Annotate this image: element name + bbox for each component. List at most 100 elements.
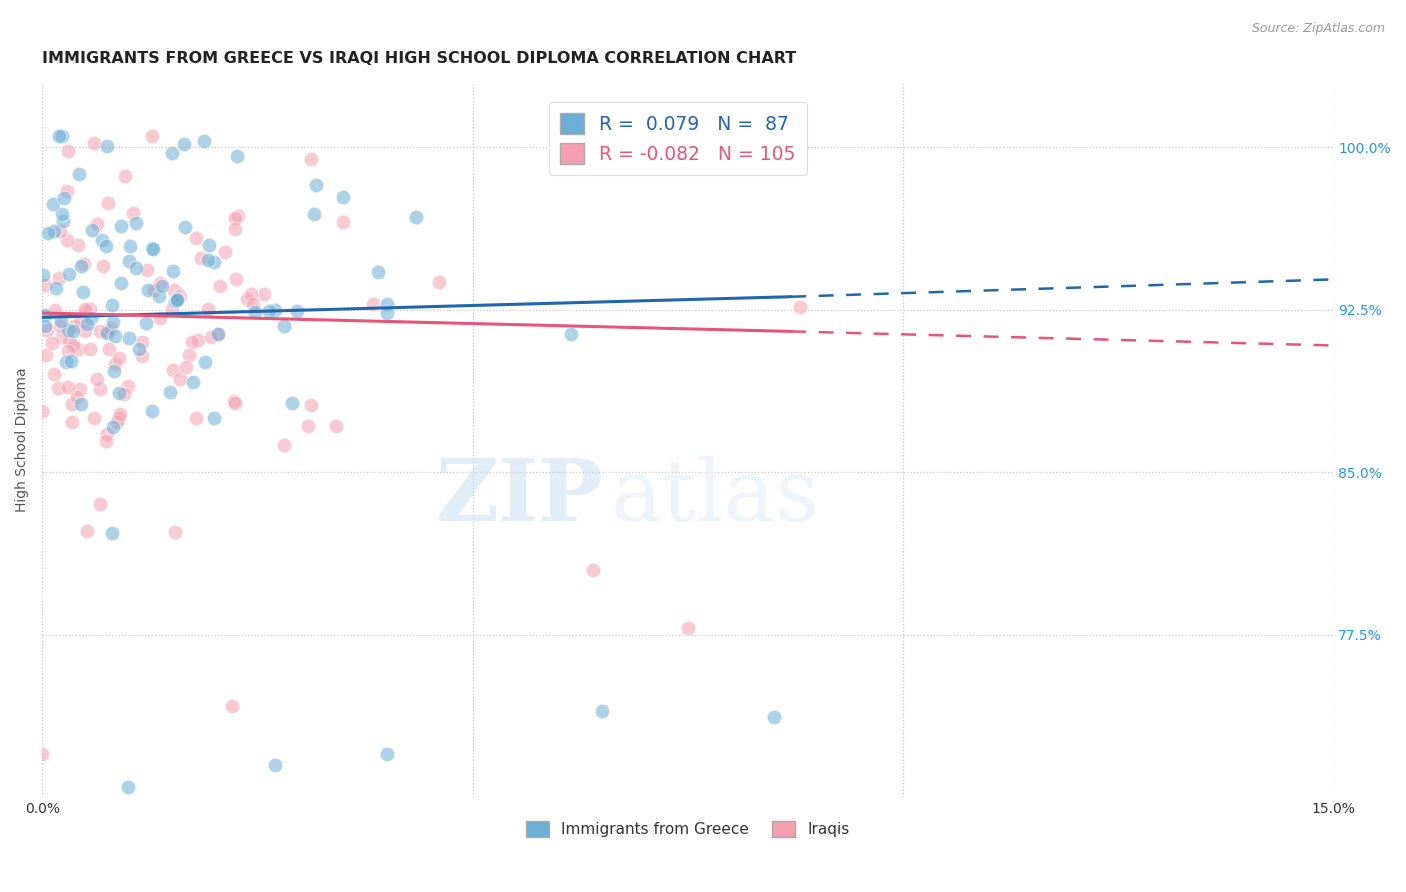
Point: [361, 296, 384, 310]
Point: [591, 704, 613, 718]
Point: [138, 283, 160, 297]
Point: [226, 149, 249, 163]
Text: Source: ZipAtlas.com: Source: ZipAtlas.com: [1251, 22, 1385, 36]
Point: [224, 222, 246, 236]
Point: [252, 286, 274, 301]
Point: [70, 259, 93, 273]
Point: [62, 415, 84, 429]
Y-axis label: High School Diploma: High School Diploma: [15, 368, 30, 512]
Point: [69, 382, 91, 396]
Point: [197, 253, 219, 268]
Point: [69, 314, 91, 328]
Point: [202, 255, 225, 269]
Point: [173, 137, 195, 152]
Point: [56, 185, 79, 199]
Point: [83, 136, 105, 150]
Point: [89, 324, 111, 338]
Point: [80, 310, 103, 325]
Point: [56, 344, 79, 359]
Point: [142, 242, 165, 256]
Point: [101, 315, 124, 329]
Point: [89, 382, 111, 396]
Point: [202, 411, 225, 425]
Point: [149, 310, 172, 325]
Point: [48, 129, 70, 144]
Point: [108, 407, 131, 421]
Point: [169, 372, 191, 386]
Point: [332, 215, 354, 229]
Point: [89, 497, 111, 511]
Point: [582, 563, 605, 577]
Point: [82, 222, 104, 236]
Point: [281, 396, 304, 410]
Point: [305, 178, 328, 192]
Point: [236, 292, 259, 306]
Point: [142, 283, 165, 297]
Point: [560, 326, 582, 341]
Point: [48, 319, 70, 334]
Point: [96, 326, 118, 340]
Point: [66, 238, 89, 252]
Point: [101, 525, 124, 540]
Point: [273, 438, 295, 452]
Point: [676, 621, 699, 635]
Point: [48, 271, 70, 285]
Point: [197, 301, 219, 316]
Point: [427, 275, 450, 289]
Point: [131, 349, 153, 363]
Point: [46, 381, 69, 395]
Point: [112, 386, 135, 401]
Point: [51, 314, 73, 328]
Point: [56, 322, 79, 336]
Point: [51, 129, 73, 144]
Point: [224, 395, 246, 409]
Point: [174, 219, 197, 234]
Text: IMMIGRANTS FROM GREECE VS IRAQI HIGH SCHOOL DIPLOMA CORRELATION CHART: IMMIGRANTS FROM GREECE VS IRAQI HIGH SCH…: [42, 51, 796, 66]
Point: [160, 302, 183, 317]
Point: [110, 219, 132, 233]
Point: [94, 239, 117, 253]
Point: [285, 304, 308, 318]
Point: [299, 398, 322, 412]
Point: [32, 268, 55, 282]
Point: [169, 289, 191, 303]
Point: [297, 419, 319, 434]
Point: [174, 360, 197, 375]
Point: [110, 276, 132, 290]
Point: [86, 217, 108, 231]
Point: [118, 331, 141, 345]
Point: [96, 324, 118, 338]
Point: [165, 293, 187, 308]
Point: [163, 283, 186, 297]
Point: [207, 326, 229, 341]
Point: [31, 747, 53, 761]
Point: [52, 214, 75, 228]
Point: [141, 129, 163, 144]
Point: [104, 329, 127, 343]
Point: [96, 434, 118, 448]
Point: [375, 297, 398, 311]
Point: [62, 338, 84, 352]
Point: [41, 196, 63, 211]
Point: [264, 302, 287, 317]
Point: [72, 285, 94, 299]
Point: [58, 144, 80, 158]
Point: [66, 342, 89, 356]
Point: [34, 277, 56, 292]
Point: [367, 265, 389, 279]
Point: [193, 134, 215, 148]
Point: [125, 216, 148, 230]
Point: [257, 303, 280, 318]
Point: [214, 245, 236, 260]
Point: [762, 710, 785, 724]
Point: [62, 324, 84, 338]
Point: [240, 287, 263, 301]
Point: [243, 305, 266, 319]
Point: [108, 351, 131, 366]
Point: [181, 335, 204, 350]
Point: [73, 324, 96, 338]
Point: [56, 233, 79, 247]
Point: [325, 419, 347, 434]
Point: [103, 357, 125, 371]
Point: [122, 206, 145, 220]
